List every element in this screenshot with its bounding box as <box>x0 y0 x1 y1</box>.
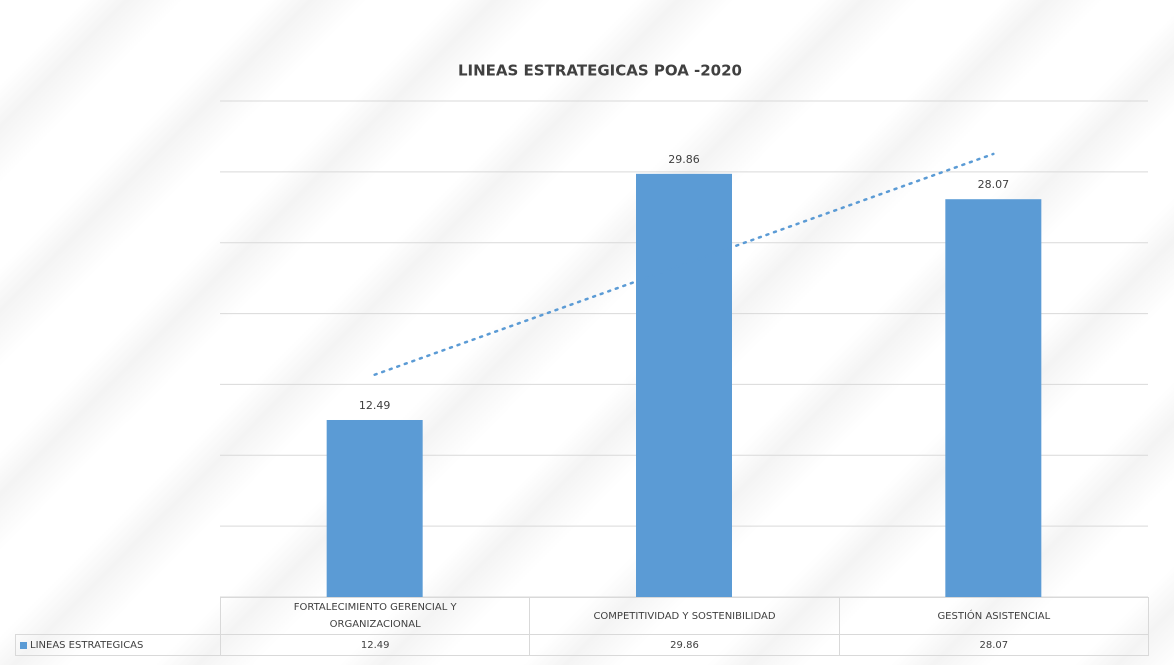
value-cell: 12.49 <box>220 634 531 656</box>
data-label: 29.86 <box>668 153 700 166</box>
data-label: 28.07 <box>978 178 1010 191</box>
category-cell: COMPETITIVIDAD Y SOSTENIBILIDAD <box>529 597 840 635</box>
bar <box>326 419 423 597</box>
legend-swatch <box>20 641 27 649</box>
category-cell: GESTIÓN ASISTENCIAL <box>838 597 1149 635</box>
legend-cell: LINEAS ESTRATEGICAS <box>15 634 221 656</box>
chart-title: LINEAS ESTRATEGICAS POA -2020 <box>458 62 742 80</box>
bar <box>945 199 1042 597</box>
data-label: 12.49 <box>359 399 391 412</box>
value-cell: 28.07 <box>838 634 1149 656</box>
legend-label: LINEAS ESTRATEGICAS <box>30 639 144 651</box>
trendline <box>373 152 995 376</box>
category-cell: FORTALECIMIENTO GERENCIAL Y ORGANIZACION… <box>220 597 531 635</box>
bar <box>636 173 732 598</box>
value-cell: 29.86 <box>529 634 840 656</box>
